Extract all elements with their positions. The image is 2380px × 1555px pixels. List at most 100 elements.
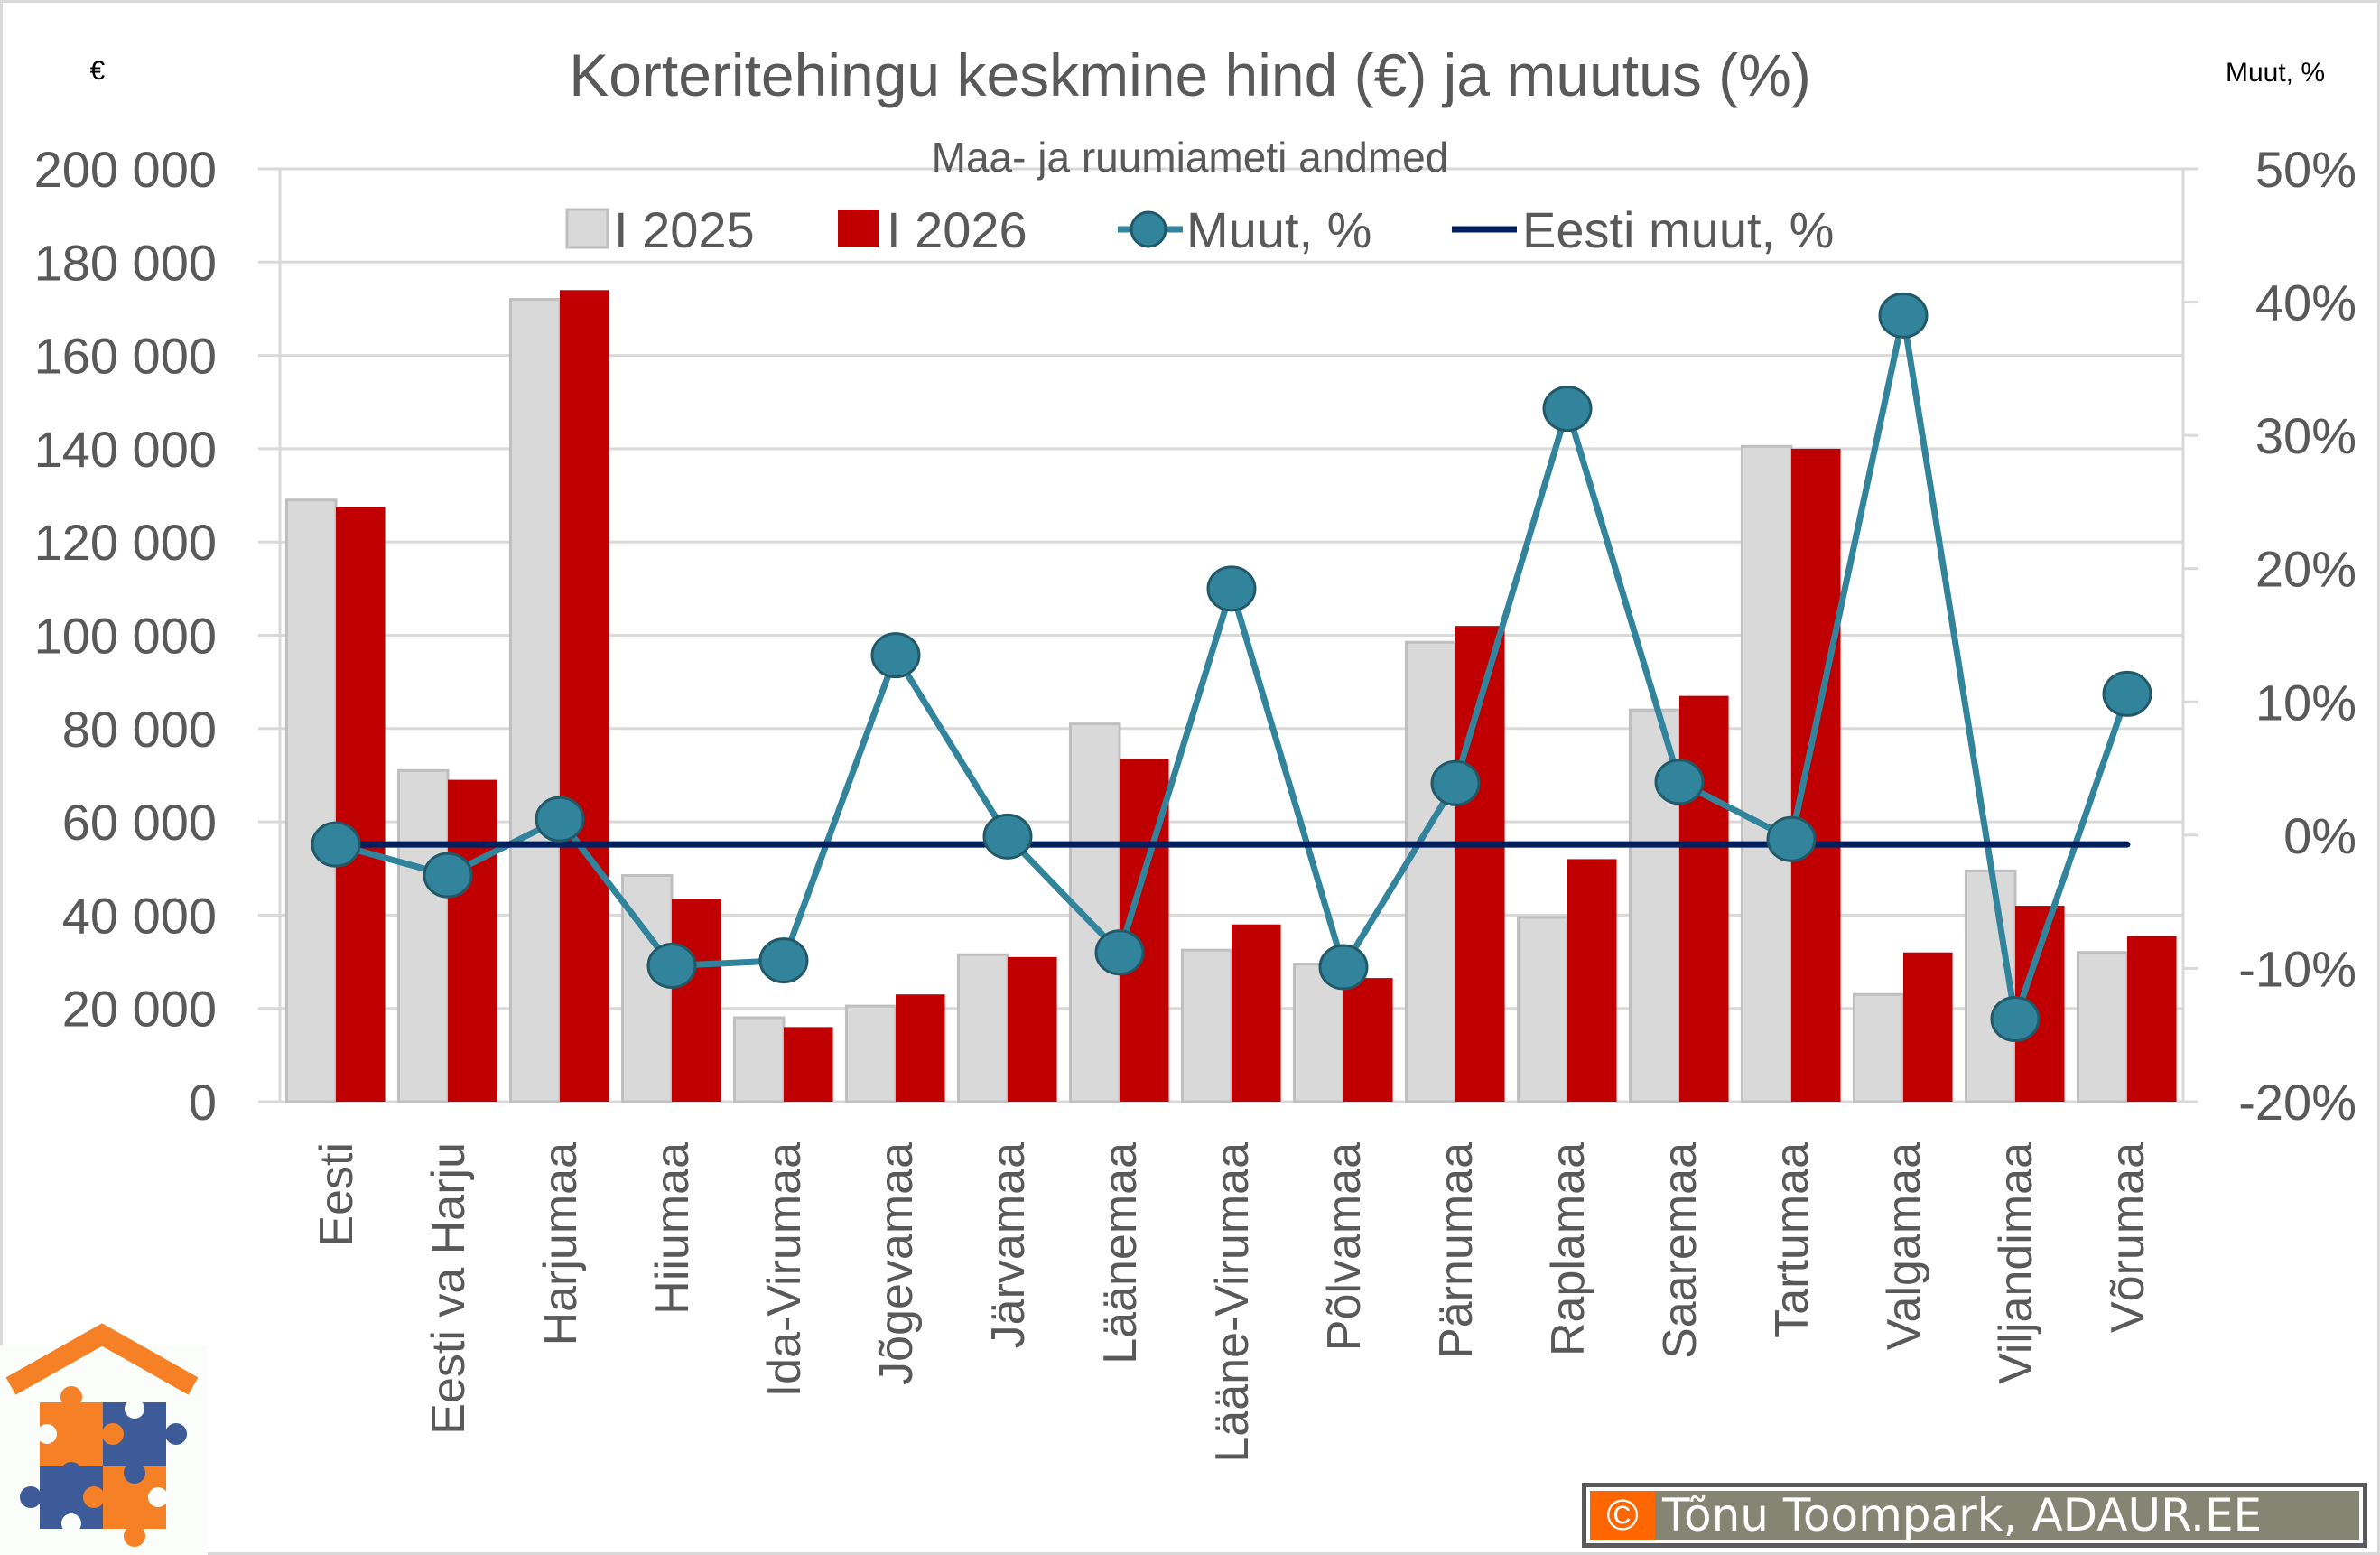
category-label: Võrumaa xyxy=(2102,1142,2154,1333)
change-marker[interactable] xyxy=(646,942,697,989)
change-marker[interactable] xyxy=(1878,292,1929,339)
category-label: Valgamaa xyxy=(1878,1142,1930,1350)
legend-item-eesti-muut[interactable]: Eesti muut, % xyxy=(1452,201,1834,258)
change-marker[interactable] xyxy=(982,813,1033,860)
bar-series xyxy=(284,290,2177,1103)
left-axis-tick: 120 000 xyxy=(34,514,217,571)
right-axis-tick: 30% xyxy=(2255,407,2357,464)
bar-2025[interactable] xyxy=(1516,916,1569,1103)
legend-label-2026: I 2026 xyxy=(887,201,1027,258)
bar-2025[interactable] xyxy=(1404,640,1457,1103)
legend: I 2025 I 2026 Muut, % Eesti muut, % xyxy=(565,201,1834,258)
bar-2025[interactable] xyxy=(2076,951,2129,1103)
bar-2025[interactable] xyxy=(396,768,450,1103)
bar-2026[interactable] xyxy=(672,899,721,1102)
category-label: Lääne-Virumaa xyxy=(1206,1142,1259,1463)
bar-2025[interactable] xyxy=(1852,992,1905,1103)
copyright-text: Tõnu Toompark, ADAUR.EE xyxy=(1655,1491,2359,1540)
change-marker[interactable] xyxy=(758,937,809,984)
legend-swatch-2026 xyxy=(838,210,879,247)
left-axis-tick: 180 000 xyxy=(34,234,217,291)
bar-2026[interactable] xyxy=(1567,859,1617,1102)
legend-item-2025[interactable]: I 2025 xyxy=(565,201,755,258)
bar-2025[interactable] xyxy=(1068,722,1121,1103)
change-marker[interactable] xyxy=(423,852,473,899)
bar-2026[interactable] xyxy=(1679,695,1729,1102)
right-axis-tick: -10% xyxy=(2238,940,2357,997)
left-axis-tick: 140 000 xyxy=(34,421,217,478)
legend-item-2026[interactable]: I 2026 xyxy=(838,201,1027,258)
bar-2026[interactable] xyxy=(1232,924,1281,1102)
change-marker[interactable] xyxy=(1318,944,1369,991)
bar-2026[interactable] xyxy=(1791,448,1841,1102)
change-marker[interactable] xyxy=(1206,565,1257,612)
right-axis-tick: 10% xyxy=(2255,674,2357,731)
change-marker[interactable] xyxy=(2102,670,2152,717)
x-axis-labels: Eesti Eesti va Harju Harjumaa Hiiumaa Ida-Vi… xyxy=(311,1142,2154,1463)
left-axis-tick: 20 000 xyxy=(62,981,217,1038)
change-marker[interactable] xyxy=(1542,386,1593,433)
left-axis-tick: 160 000 xyxy=(34,328,217,385)
category-label: Raplamaa xyxy=(1542,1142,1594,1356)
category-label: Põlvamaa xyxy=(1318,1142,1371,1351)
chart-subtitle: Maa- ja ruumiameti andmed xyxy=(932,134,1449,181)
bar-2025[interactable] xyxy=(844,1004,897,1103)
left-axis-unit: € xyxy=(90,56,106,86)
bar-2026[interactable] xyxy=(784,1027,833,1102)
bar-2025[interactable] xyxy=(956,953,1009,1103)
bar-2026[interactable] xyxy=(336,507,386,1102)
left-axis-tick: 60 000 xyxy=(62,794,217,851)
category-label: Jõgevamaa xyxy=(870,1142,923,1385)
change-marker[interactable] xyxy=(1654,759,1705,805)
bar-2026[interactable] xyxy=(560,290,609,1102)
right-axis-unit: Muut, % xyxy=(2226,58,2325,88)
category-label: Ida-Virumaa xyxy=(758,1142,811,1397)
right-axis-tick: 40% xyxy=(2255,275,2357,331)
legend-swatch-2025 xyxy=(565,208,609,249)
left-axis-tick: 200 000 xyxy=(34,141,217,198)
bar-2025[interactable] xyxy=(732,1016,786,1103)
bar-2026[interactable] xyxy=(896,994,945,1102)
change-marker[interactable] xyxy=(870,632,921,679)
left-axis-tick: 0 xyxy=(189,1074,217,1131)
category-label: Harjumaa xyxy=(535,1142,587,1345)
category-label: Saaremaa xyxy=(1654,1142,1706,1359)
category-label: Eesti va Harju xyxy=(423,1142,475,1435)
change-marker[interactable] xyxy=(535,796,585,843)
line-series xyxy=(311,292,2152,1043)
change-marker[interactable] xyxy=(1430,759,1481,806)
bar-2025[interactable] xyxy=(1180,948,1233,1103)
bar-2026[interactable] xyxy=(1343,978,1393,1102)
left-axis-tick: 40 000 xyxy=(62,887,217,944)
legend-label-2025: I 2025 xyxy=(614,201,755,258)
legend-label-muut: Muut, % xyxy=(1186,201,1371,258)
house-puzzle-logo-icon xyxy=(0,1323,208,1555)
category-label: Läänemaa xyxy=(1094,1142,1147,1364)
bar-2025[interactable] xyxy=(508,298,562,1103)
bar-2026[interactable] xyxy=(1903,952,1953,1102)
legend-item-muut[interactable]: Muut, % xyxy=(1118,201,1371,258)
left-axis-tick: 100 000 xyxy=(34,608,217,665)
right-axis-tick: 0% xyxy=(2283,807,2357,864)
right-axis: -20% -10% 0% 10% 20% 30% 40% 50% xyxy=(2183,141,2357,1131)
bar-2026[interactable] xyxy=(2127,936,2177,1102)
bar-2026[interactable] xyxy=(448,779,497,1102)
bar-2025[interactable] xyxy=(284,498,338,1103)
right-axis-tick: 50% xyxy=(2255,141,2357,198)
bar-2026[interactable] xyxy=(1008,956,1057,1102)
copyright-badge[interactable]: © Tõnu Toompark, ADAUR.EE xyxy=(1582,1483,2367,1548)
left-axis-tick: 80 000 xyxy=(62,701,217,758)
right-axis-tick: -20% xyxy=(2238,1074,2357,1131)
bar-2025[interactable] xyxy=(1740,444,1793,1103)
category-label: Viljandimaa xyxy=(1990,1142,2042,1384)
change-marker[interactable] xyxy=(1094,929,1145,976)
category-label: Hiiumaa xyxy=(646,1142,699,1315)
right-axis-tick: 20% xyxy=(2255,541,2357,598)
change-marker[interactable] xyxy=(1990,996,2041,1043)
left-axis: 0 20 000 40 000 60 000 80 000 100 000 120 000 1… xyxy=(34,141,217,1131)
change-marker[interactable] xyxy=(311,821,361,868)
category-label: Tartumaa xyxy=(1766,1142,1818,1338)
change-marker[interactable] xyxy=(1766,815,1817,862)
